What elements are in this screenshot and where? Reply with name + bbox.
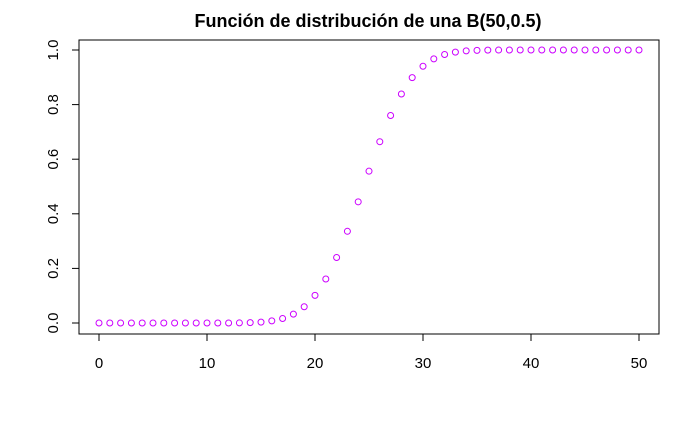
data-point [235,319,243,327]
data-point [354,198,362,206]
data-point [95,319,103,327]
data-point [300,303,308,311]
data-point [289,310,297,318]
data-point [430,55,438,63]
data-point [462,47,470,55]
data-point [397,90,405,98]
data-point [484,46,492,54]
data-point [624,46,632,54]
data-point [160,319,168,327]
data-point [441,50,449,58]
data-point [603,46,611,54]
data-point [117,319,125,327]
data-point [138,319,146,327]
data-point [246,319,254,327]
data-point [581,46,589,54]
chart-title: Función de distribución de una B(50,0.5) [194,11,541,31]
data-point [516,46,524,54]
data-point [592,46,600,54]
data-point [127,319,135,327]
x-tick-label: 20 [307,355,324,372]
data-point [181,319,189,327]
data-point [570,46,578,54]
data-point [343,227,351,235]
y-tick-label: 0.4 [45,203,62,224]
data-point [451,48,459,56]
data-point [192,319,200,327]
data-point [495,46,503,54]
data-point [613,46,621,54]
plot-area [78,39,660,335]
data-point [203,319,211,327]
x-tick-label: 30 [415,355,432,372]
data-points [95,46,643,327]
data-point [257,318,265,326]
data-point [559,46,567,54]
data-point [214,319,222,327]
data-point [419,62,427,70]
data-point [225,319,233,327]
data-point [311,291,319,299]
data-point [365,167,373,175]
y-tick-label: 0.8 [45,94,62,115]
y-tick-label: 0.2 [45,258,62,279]
y-tick-label: 0.6 [45,149,62,170]
x-tick-label: 10 [199,355,216,372]
data-point [149,319,157,327]
data-point [635,46,643,54]
data-point [538,46,546,54]
data-point [279,315,287,323]
data-point [171,319,179,327]
data-point [268,317,276,325]
data-point [376,138,384,146]
data-point [505,46,513,54]
x-axis: 0 10 20 30 40 50 [95,333,648,372]
y-axis: 0.0 0.2 0.4 0.6 0.8 1.0 [45,40,80,334]
data-point [387,111,395,119]
data-point [408,74,416,82]
data-point [106,319,114,327]
x-tick-label: 50 [631,355,648,372]
data-point [333,254,341,262]
y-tick-label: 0.0 [45,313,62,334]
y-tick-label: 1.0 [45,40,62,61]
data-point [473,46,481,54]
data-point [322,275,330,283]
x-tick-label: 0 [95,355,103,372]
x-tick-label: 40 [523,355,540,372]
data-point [549,46,557,54]
data-point [527,46,535,54]
